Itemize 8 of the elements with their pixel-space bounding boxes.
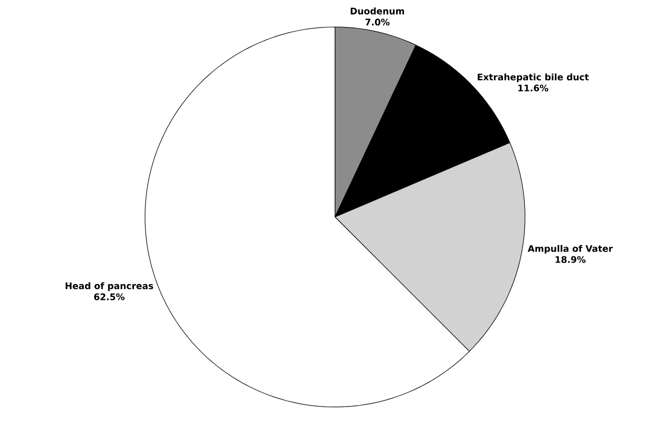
slice-label: Head of pancreas	[66, 282, 154, 291]
data-label: 62.5%	[94, 293, 125, 300]
slice-label: Extrahepatic bile duct	[478, 73, 589, 82]
slice-label: Duodenum	[350, 8, 404, 14]
data-label: 11.6%	[518, 84, 548, 92]
data-label: 7.0%	[365, 18, 390, 26]
data-label: 18.9%	[556, 256, 586, 263]
slice-label: Ampulla of Vater	[528, 244, 613, 254]
